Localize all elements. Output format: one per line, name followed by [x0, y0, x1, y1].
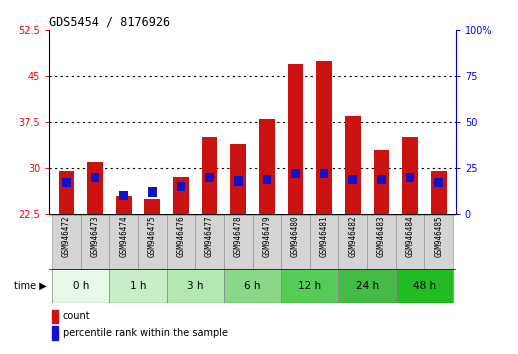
Bar: [205, 173, 214, 182]
Bar: [281, 269, 338, 303]
Bar: [59, 171, 74, 214]
Bar: [234, 176, 242, 185]
Bar: [373, 150, 389, 214]
Text: GSM946478: GSM946478: [234, 216, 243, 257]
Bar: [91, 173, 99, 182]
Bar: [377, 175, 386, 184]
Bar: [145, 199, 160, 214]
Text: GSM946473: GSM946473: [91, 216, 99, 257]
Bar: [148, 188, 156, 197]
Text: GDS5454 / 8176926: GDS5454 / 8176926: [49, 16, 170, 29]
Bar: [195, 214, 224, 269]
Bar: [338, 214, 367, 269]
Bar: [224, 269, 281, 303]
Text: GSM946472: GSM946472: [62, 216, 71, 257]
Bar: [62, 178, 71, 188]
Bar: [87, 162, 103, 214]
Text: 1 h: 1 h: [130, 281, 146, 291]
Bar: [81, 214, 109, 269]
Text: GSM946483: GSM946483: [377, 216, 386, 257]
Bar: [202, 137, 218, 214]
Text: percentile rank within the sample: percentile rank within the sample: [63, 328, 227, 338]
Bar: [349, 175, 357, 184]
Bar: [406, 173, 414, 182]
Bar: [116, 196, 132, 214]
Text: GSM946475: GSM946475: [148, 216, 157, 257]
Text: GSM946485: GSM946485: [434, 216, 443, 257]
Bar: [281, 214, 310, 269]
Bar: [316, 61, 332, 214]
Text: 0 h: 0 h: [73, 281, 89, 291]
Text: GSM946474: GSM946474: [119, 216, 128, 257]
Bar: [138, 214, 167, 269]
Text: 24 h: 24 h: [355, 281, 379, 291]
Text: 6 h: 6 h: [244, 281, 261, 291]
Bar: [424, 214, 453, 269]
Bar: [338, 269, 396, 303]
Bar: [259, 119, 275, 214]
Bar: [320, 169, 328, 178]
Bar: [167, 269, 224, 303]
Bar: [119, 191, 128, 200]
Bar: [287, 64, 304, 214]
Bar: [310, 214, 338, 269]
Bar: [224, 214, 253, 269]
Text: GSM946482: GSM946482: [348, 216, 357, 257]
Bar: [396, 214, 424, 269]
Text: GSM946484: GSM946484: [406, 216, 414, 257]
Text: GSM946480: GSM946480: [291, 216, 300, 257]
Bar: [177, 182, 185, 191]
Text: 48 h: 48 h: [413, 281, 436, 291]
Bar: [52, 214, 81, 269]
Bar: [263, 175, 271, 184]
Bar: [367, 214, 396, 269]
Text: GSM946479: GSM946479: [262, 216, 271, 257]
Bar: [52, 310, 59, 323]
Bar: [109, 214, 138, 269]
Text: GSM946476: GSM946476: [177, 216, 185, 257]
Bar: [345, 116, 361, 214]
Text: GSM946481: GSM946481: [320, 216, 328, 257]
Bar: [109, 269, 167, 303]
Bar: [52, 326, 59, 340]
Bar: [291, 169, 300, 178]
Bar: [52, 269, 109, 303]
Bar: [402, 137, 418, 214]
Bar: [231, 144, 246, 214]
Bar: [431, 171, 447, 214]
Bar: [434, 178, 443, 188]
Bar: [253, 214, 281, 269]
Text: GSM946477: GSM946477: [205, 216, 214, 257]
Bar: [173, 177, 189, 214]
Bar: [167, 214, 195, 269]
Bar: [396, 269, 453, 303]
Text: time ▶: time ▶: [14, 281, 47, 291]
Text: 12 h: 12 h: [298, 281, 321, 291]
Text: count: count: [63, 312, 90, 321]
Text: 3 h: 3 h: [187, 281, 204, 291]
